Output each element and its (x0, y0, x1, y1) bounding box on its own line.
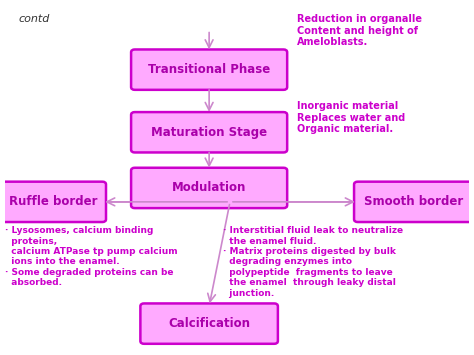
Text: Modulation: Modulation (172, 181, 246, 195)
FancyBboxPatch shape (1, 182, 106, 222)
Text: Transitional Phase: Transitional Phase (148, 63, 270, 76)
Text: contd: contd (18, 14, 50, 24)
FancyBboxPatch shape (140, 304, 278, 344)
Text: Ruffle border: Ruffle border (9, 195, 98, 208)
Text: Calcification: Calcification (168, 317, 250, 330)
FancyBboxPatch shape (131, 49, 287, 90)
FancyBboxPatch shape (131, 168, 287, 208)
Text: · Lysosomes, calcium binding
  proteins,
  calcium ATPase tp pump calcium
  ions: · Lysosomes, calcium binding proteins, c… (5, 226, 177, 287)
Text: Smooth border: Smooth border (364, 195, 463, 208)
FancyBboxPatch shape (354, 182, 473, 222)
FancyBboxPatch shape (131, 112, 287, 152)
Text: Inorganic material
Replaces water and
Organic material.: Inorganic material Replaces water and Or… (297, 101, 406, 134)
Text: Maturation Stage: Maturation Stage (151, 126, 267, 139)
Text: · Interstitial fluid leak to neutralize
  the enamel fluid.
· Matrix proteins di: · Interstitial fluid leak to neutralize … (223, 226, 403, 297)
Text: Reduction in organalle
Content and height of
Ameloblasts.: Reduction in organalle Content and heigh… (297, 14, 422, 47)
